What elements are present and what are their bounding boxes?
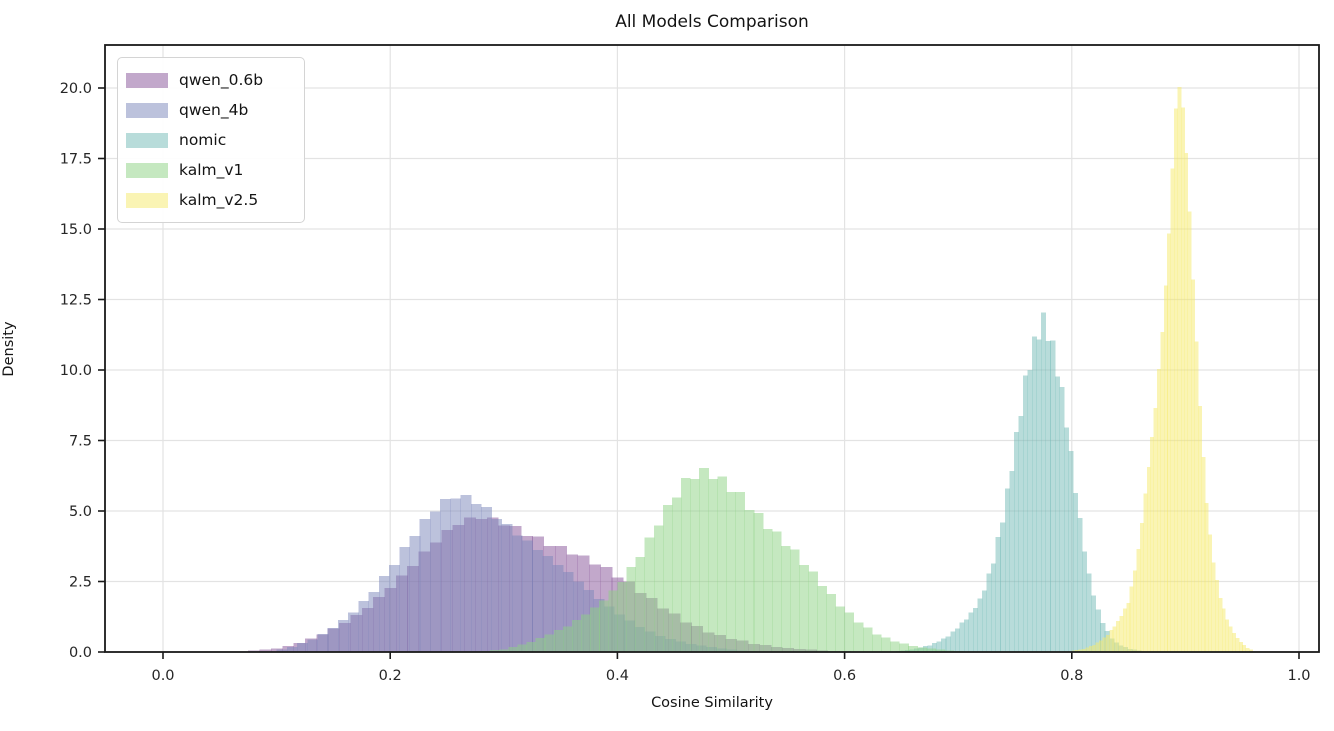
y-tick-label: 20.0 xyxy=(60,81,92,97)
legend-swatch-icon xyxy=(126,72,168,88)
legend-label: kalm_v1 xyxy=(179,161,244,179)
legend-swatch-icon xyxy=(126,162,168,178)
y-axis-label: Density xyxy=(1,321,17,377)
y-tick-label: 7.5 xyxy=(69,434,92,450)
legend-row: qwen_4b xyxy=(126,95,290,125)
legend-row: kalm_v2.5 xyxy=(126,185,290,215)
x-tick-label: 0.0 xyxy=(151,668,174,684)
x-tick-label: 0.4 xyxy=(606,668,629,684)
plot-spines xyxy=(104,44,1320,653)
x-tick-label: 0.8 xyxy=(1060,668,1083,684)
legend-swatch-icon xyxy=(126,132,168,148)
x-axis-label: Cosine Similarity xyxy=(651,695,773,711)
y-tick-label: 17.5 xyxy=(60,152,92,168)
y-tick-label: 15.0 xyxy=(60,222,92,238)
legend-row: kalm_v1 xyxy=(126,155,290,185)
legend-swatch-icon xyxy=(126,102,168,118)
histogram-series-qwen_4b xyxy=(276,495,758,652)
y-tick-label: 10.0 xyxy=(60,363,92,379)
chart-title: All Models Comparison xyxy=(615,12,809,32)
x-tick-label: 0.2 xyxy=(379,668,402,684)
histogram-series-kalm_v2.5 xyxy=(1071,87,1253,653)
y-tick-label: 12.5 xyxy=(60,293,92,309)
legend-label: kalm_v2.5 xyxy=(179,191,259,209)
histogram-series-nomic xyxy=(895,312,1142,652)
legend-row: nomic xyxy=(126,125,290,155)
y-tick-label: 2.5 xyxy=(69,575,92,591)
legend-row: qwen_0.6b xyxy=(126,65,290,95)
x-tick-label: 0.6 xyxy=(833,668,856,684)
y-tick-label: 0.0 xyxy=(69,645,92,661)
legend-label: nomic xyxy=(179,131,227,149)
x-tick-label: 1.0 xyxy=(1287,668,1310,684)
y-tick-label: 5.0 xyxy=(69,504,92,520)
histogram-series-kalm_v1 xyxy=(481,468,973,652)
legend-label: qwen_4b xyxy=(179,101,249,119)
legend-swatch-icon xyxy=(126,192,168,208)
legend-label: qwen_0.6b xyxy=(179,71,264,89)
